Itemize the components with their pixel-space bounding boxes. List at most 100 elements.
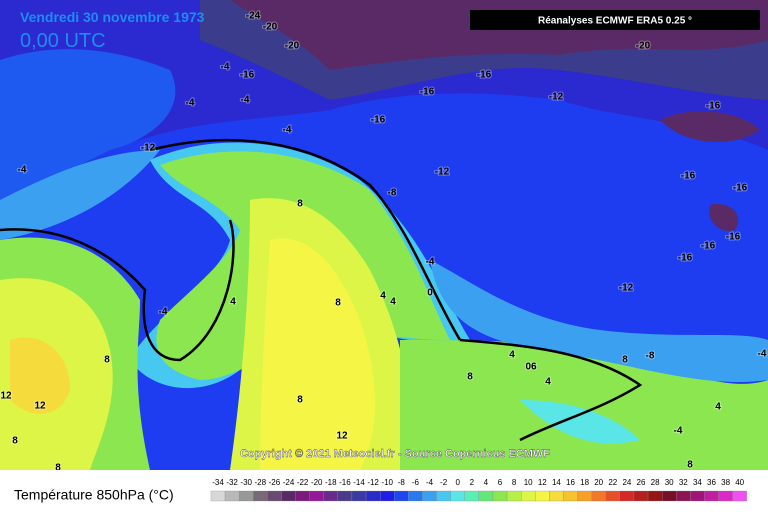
- legend-tick-label: -4: [426, 478, 434, 487]
- legend-swatch: [535, 490, 550, 502]
- contour-label: -16: [706, 101, 721, 112]
- legend-swatch: [210, 490, 226, 502]
- legend-swatch: [379, 490, 395, 502]
- legend-tick-label: -6: [412, 478, 420, 487]
- legend-tick-label: -14: [353, 478, 365, 487]
- legend-tick-label: 40: [735, 478, 744, 487]
- legend-tick-label: 36: [707, 478, 716, 487]
- contour-label: -4: [426, 257, 435, 268]
- contour-label: -12: [619, 283, 634, 294]
- legend-swatch: [337, 490, 353, 502]
- legend-swatch: [365, 490, 381, 502]
- legend-swatch: [492, 490, 508, 502]
- legend-swatch: [408, 490, 423, 502]
- contour-label: -16: [678, 253, 693, 264]
- contour-label: 8: [622, 355, 628, 366]
- legend-tick-label: -18: [325, 478, 337, 487]
- legend-tick-label: 34: [693, 478, 702, 487]
- legend-tick-label: 12: [538, 478, 547, 487]
- legend-tick-label: 10: [524, 478, 533, 487]
- legend-tick-label: -28: [255, 478, 267, 487]
- contour-label: 4: [509, 350, 515, 361]
- contour-label: -16: [371, 115, 386, 126]
- contour-label: 4: [545, 377, 551, 388]
- legend-swatch: [662, 490, 677, 502]
- legend-tick-label: -10: [381, 478, 393, 487]
- contour-label: 12: [0, 391, 12, 402]
- contour-label: 8: [297, 395, 303, 406]
- legend-tick-label: 22: [608, 478, 617, 487]
- legend-tick-label: 2: [470, 478, 475, 487]
- legend-tick-label: 24: [622, 478, 631, 487]
- contour-label: -8: [646, 351, 655, 362]
- contour-labels: -24-20-20 -20-4-16-4 -4-16-16 -12-16-16-4-1…: [0, 10, 768, 475]
- legend-swatch: [647, 490, 663, 502]
- contour-label: -4: [241, 95, 250, 106]
- contour-label: -16: [420, 87, 435, 98]
- legend-swatch: [676, 490, 691, 502]
- legend-swatch: [718, 490, 733, 502]
- contour-label: -16: [733, 183, 748, 194]
- contour-label: 8: [55, 463, 61, 474]
- legend-tick-label: 20: [594, 478, 603, 487]
- legend-tick-label: 38: [721, 478, 730, 487]
- legend-tick-label: 4: [484, 478, 489, 487]
- map-source: Réanalyses ECMWF ERA5 0.25 °: [538, 16, 692, 27]
- legend-swatch: [450, 490, 465, 502]
- legend-swatch: [563, 490, 578, 502]
- legend-swatch: [351, 490, 367, 502]
- legend-tick-label: 8: [512, 478, 517, 487]
- legend-swatch: [323, 490, 339, 502]
- legend-tick-label: -2: [440, 478, 448, 487]
- legend-tick-label: -34: [212, 478, 224, 487]
- legend-tick-label: -16: [339, 478, 351, 487]
- contour-label: 4: [390, 297, 396, 308]
- contour-label: -12: [549, 92, 564, 103]
- contour-label: 0: [427, 288, 433, 299]
- contour-label: -16: [681, 171, 696, 182]
- legend-swatch: [633, 490, 649, 502]
- legend-swatch: [690, 490, 705, 502]
- legend-swatch: [267, 490, 282, 502]
- legend-tick-label: 18: [580, 478, 589, 487]
- legend-swatch: [224, 490, 240, 502]
- legend-swatch: [253, 490, 268, 502]
- contour-label: -4: [758, 349, 767, 360]
- contour-label: 8: [335, 298, 341, 309]
- legend-swatch: [394, 490, 409, 502]
- legend-swatch: [478, 490, 494, 502]
- contour-label: 4: [380, 291, 386, 302]
- contour-label: -4: [186, 98, 195, 109]
- contour-label: -12: [435, 167, 450, 178]
- legend: Température 850hPa (°C) -34 -32 -30 -28 -26-…: [0, 470, 768, 512]
- legend-tick-label: -12: [367, 478, 379, 487]
- contour-label: 06: [525, 362, 537, 373]
- legend-swatch: [506, 490, 522, 502]
- legend-swatch: [577, 490, 592, 502]
- contour-label: -16: [726, 232, 741, 243]
- legend-swatch: [422, 490, 437, 502]
- legend-tick-label: -26: [269, 478, 281, 487]
- contour-label: 8: [12, 436, 18, 447]
- legend-title: Température 850hPa (°C): [14, 487, 174, 503]
- contour-label: -16: [701, 241, 716, 252]
- legend-swatch: [704, 490, 719, 502]
- legend-tick-label: 28: [651, 478, 660, 487]
- legend-tick-label: -32: [226, 478, 238, 487]
- map-title: Vendredi 30 novembre 1973: [20, 9, 205, 25]
- legend-swatch: [238, 490, 254, 502]
- contour-label: -4: [221, 62, 230, 73]
- legend-swatch: [521, 490, 536, 502]
- legend-tick-label: 26: [637, 478, 646, 487]
- legend-tick-label: -24: [283, 478, 295, 487]
- contour-label: 8: [104, 355, 110, 366]
- legend-swatch: [619, 490, 635, 502]
- legend-tick-label: -30: [240, 478, 252, 487]
- contour-label: -20: [263, 22, 278, 33]
- legend-tick-label: 16: [566, 478, 575, 487]
- contour-label: -8: [388, 188, 397, 199]
- legend-tick-label: 0: [455, 478, 460, 487]
- contour-label: 8: [297, 199, 303, 210]
- contour-label: -16: [240, 70, 255, 81]
